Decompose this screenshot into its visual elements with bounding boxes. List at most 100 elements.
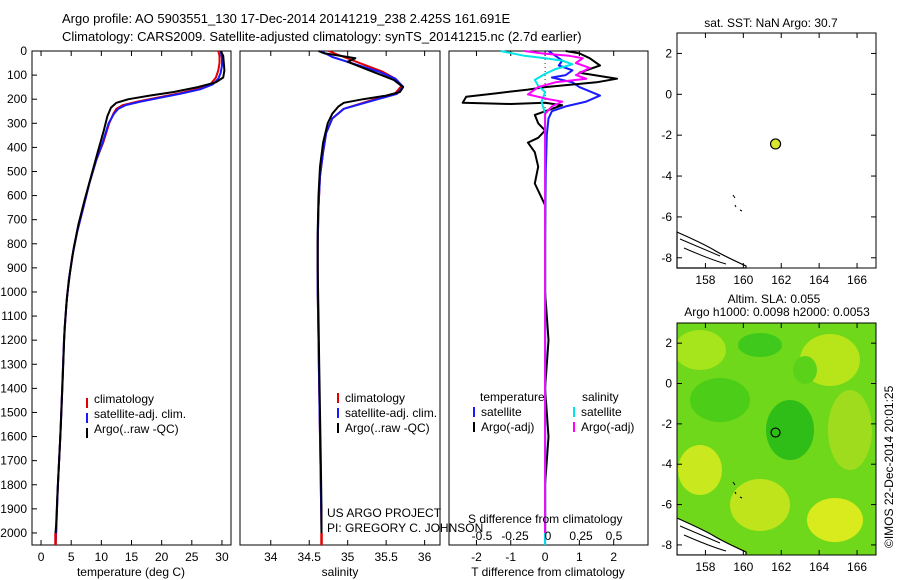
argo-location-marker — [769, 138, 782, 150]
x-tick-label: 30 — [215, 550, 229, 564]
series-line — [316, 50, 405, 545]
sla-patch — [793, 356, 817, 384]
s-tick-label: 0.25 — [569, 529, 593, 543]
sla-patch — [807, 498, 863, 542]
s-tick-label: 0 — [545, 529, 552, 543]
y-tick-label: 700 — [7, 213, 27, 227]
y-tick-label: 1300 — [0, 357, 27, 371]
map-y-tick-label: 0 — [665, 377, 672, 391]
y-tick-label: 900 — [7, 261, 27, 275]
series-line — [54, 50, 226, 534]
salinity-x-axis: 34 34.5 35 35.5 36 — [264, 51, 432, 564]
argo-location-marker — [770, 427, 781, 438]
y-tick-label: 800 — [7, 237, 27, 251]
legend-label: satellite — [481, 405, 522, 419]
map-y-tick-label: 2 — [665, 46, 672, 60]
s-diff-top-ticks: -0.5 -0.25 0 0.25 0.5 — [472, 529, 623, 543]
y-tick-label: 1200 — [0, 333, 27, 347]
difference-panel: -2 -1 0 1 2 T difference from climatology S … — [448, 50, 649, 579]
sla-patch — [677, 330, 726, 370]
series-line — [316, 50, 405, 533]
sla-patch — [690, 378, 750, 422]
sst-map-coastline — [676, 194, 747, 269]
legend-header-temperature: temperature — [480, 390, 545, 404]
x-tick-label: 36 — [418, 550, 432, 564]
x-tick-label: 2 — [610, 550, 617, 564]
sla-map-title: Altim. SLA: 0.055 — [728, 292, 821, 306]
legend-label: Argo(..raw -QC) — [94, 422, 179, 436]
legend-label: satellite — [581, 405, 622, 419]
temperature-legend: climatology satellite-adj. clim. Argo(..… — [86, 392, 186, 438]
map-x-tick-label: 158 — [695, 273, 715, 287]
y-tick-label: 500 — [7, 164, 27, 178]
temperature-xlabel: temperature (deg C) — [77, 565, 185, 579]
s-tick-label: -0.25 — [501, 529, 529, 543]
series-line — [524, 50, 591, 533]
y-tick-label: 2000 — [0, 526, 27, 540]
temperature-x-axis: 0 5 10 15 20 25 30 — [38, 51, 229, 564]
y-tick-label: 600 — [7, 189, 27, 203]
map-y-tick-label: -2 — [661, 128, 672, 142]
sla-map-markers — [770, 427, 781, 438]
map-y-tick-label: -6 — [661, 498, 672, 512]
y-tick-label: 1500 — [0, 405, 27, 419]
salinity-plot-frame — [239, 50, 441, 546]
title-line-1: Argo profile: AO 5903551_130 17-Dec-2014… — [62, 11, 510, 26]
coastline-detail — [679, 525, 727, 552]
series-line — [461, 50, 619, 533]
legend-label: Argo(-adj) — [581, 420, 634, 434]
sla-heatmap — [677, 323, 876, 555]
legend-label: climatology — [94, 392, 154, 406]
sst-map-background — [677, 33, 876, 268]
map-y-tick-label: -4 — [661, 457, 672, 471]
sst-map-axes: 158 160 162 164 166 -8 -6 -4 -2 0 2 — [661, 33, 876, 287]
legend-label: Argo(..raw -QC) — [345, 421, 430, 435]
difference-legend: temperature salinity satellite Argo(-adj… — [473, 390, 634, 434]
x-tick-label: 34 — [264, 550, 278, 564]
sst-map-markers — [769, 138, 782, 150]
imos-credit: ©IMOS 22-Dec-2014 20:01:25 — [882, 385, 896, 548]
y-tick-label: 1100 — [1, 309, 27, 323]
credit-project: US ARGO PROJECT — [327, 506, 442, 520]
series-line — [54, 50, 223, 546]
y-tick-label: 1600 — [0, 430, 27, 444]
x-tick-label: 34.5 — [298, 550, 322, 564]
sst-map-title: sat. SST: NaN Argo: 30.7 — [704, 16, 838, 30]
s-tick-label: -0.5 — [472, 529, 493, 543]
map-y-tick-label: -2 — [661, 417, 672, 431]
y-tick-label: 400 — [7, 140, 27, 154]
difference-lines — [461, 50, 619, 545]
x-tick-label: 35.5 — [374, 550, 398, 564]
sla-patch — [678, 445, 722, 495]
x-tick-label: 10 — [95, 550, 109, 564]
y-tick-label: 300 — [7, 116, 27, 130]
legend-header-salinity: salinity — [582, 390, 619, 404]
depth-axis: 0 100 200 300 400 500 600 700 800 900 1000 1100 1200… — [0, 44, 37, 540]
s-tick-label: 0.5 — [606, 529, 623, 543]
x-tick-label: -1 — [505, 550, 516, 564]
y-tick-label: 1700 — [0, 454, 27, 468]
salinity-panel: 34 34.5 35 35.5 36 salinity climatology sate… — [239, 50, 483, 579]
sla-patch — [738, 333, 782, 357]
x-tick-label: 5 — [68, 550, 75, 564]
legend-label: Argo(-adj) — [481, 420, 534, 434]
map-y-tick-label: -8 — [661, 538, 672, 552]
x-tick-label: 0 — [38, 550, 45, 564]
temperature-lines — [54, 50, 226, 546]
x-tick-label: -2 — [471, 550, 482, 564]
map-x-tick-label: 166 — [847, 273, 867, 287]
map-x-tick-label: 164 — [809, 560, 829, 574]
coastline-detail — [679, 238, 727, 265]
map-x-tick-label: 160 — [733, 560, 753, 574]
series-line — [54, 50, 221, 546]
t-diff-xlabel: T difference from climatology — [471, 565, 625, 579]
y-tick-label: 1800 — [0, 478, 27, 492]
sla-map-subtitle: Argo h1000: 0.0098 h2000: 0.0053 — [684, 305, 870, 319]
credit-pi: PI: GREGORY C. JOHNSON — [327, 521, 483, 535]
x-tick-label: 15 — [125, 550, 139, 564]
x-tick-label: 0 — [542, 550, 549, 564]
map-x-tick-label: 166 — [847, 560, 867, 574]
map-x-tick-label: 164 — [809, 273, 829, 287]
salinity-lines — [316, 50, 405, 545]
map-x-tick-label: 160 — [733, 273, 753, 287]
